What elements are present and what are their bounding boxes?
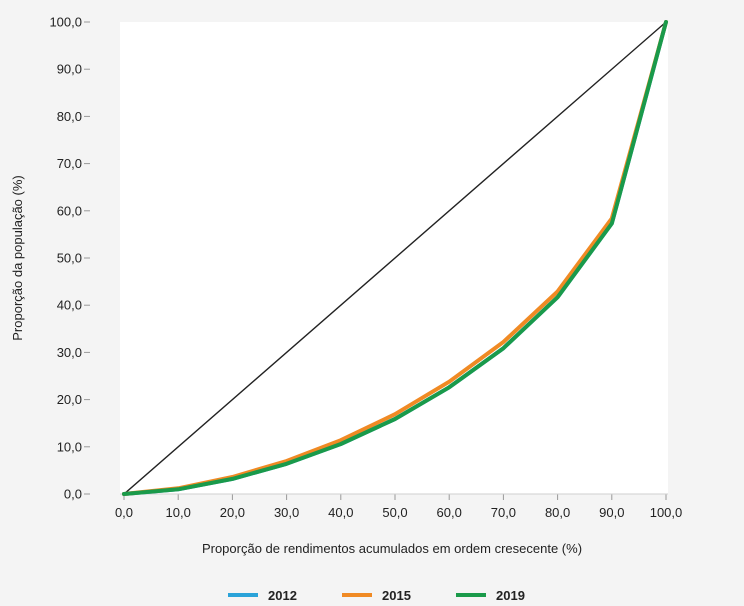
x-tick-label: 70,0 (491, 505, 516, 520)
x-tick-label: 60,0 (437, 505, 462, 520)
legend: 2012 2015 2019 (228, 588, 525, 603)
y-tick-label: 70,0 (57, 156, 82, 171)
y-axis-ticks: 0,0 10,0 20,0 30,0 40,0 50,0 60,0 70,0 80,0 90,0 1… (49, 15, 90, 502)
legend-label-2019: 2019 (496, 588, 525, 603)
x-axis-label: Proporção de rendimentos acumulados em o… (202, 541, 582, 556)
y-tick-label: 0,0 (64, 487, 82, 502)
series-line-2019 (122, 20, 668, 496)
x-tick-label: 90,0 (599, 505, 624, 520)
y-axis-label: Proporção da população (%) (10, 175, 25, 341)
y-tick-label: 90,0 (57, 62, 82, 77)
x-tick-label: 10,0 (166, 505, 191, 520)
x-tick-label: 50,0 (382, 505, 407, 520)
x-tick-label: 100,0 (650, 505, 683, 520)
x-tick-label: 20,0 (220, 505, 245, 520)
y-tick-label: 50,0 (57, 251, 82, 266)
y-tick-label: 10,0 (57, 439, 82, 454)
x-tick-label: 0,0 (115, 505, 133, 520)
y-tick-label: 40,0 (57, 298, 82, 313)
y-tick-label: 100,0 (49, 15, 82, 30)
x-tick-label: 80,0 (545, 505, 570, 520)
x-tick-label: 40,0 (328, 505, 353, 520)
y-tick-label: 60,0 (57, 203, 82, 218)
series-lines (122, 20, 668, 496)
y-tick-label: 20,0 (57, 392, 82, 407)
equality-line (123, 21, 667, 495)
x-tick-label: 30,0 (274, 505, 299, 520)
legend-label-2015: 2015 (382, 588, 411, 603)
y-tick-label: 80,0 (57, 109, 82, 124)
y-tick-label: 30,0 (57, 345, 82, 360)
legend-label-2012: 2012 (268, 588, 297, 603)
x-axis-ticks: 0,0 10,0 20,0 30,0 40,0 50,0 60,0 70,0 80,0 90,0 1… (115, 494, 682, 520)
